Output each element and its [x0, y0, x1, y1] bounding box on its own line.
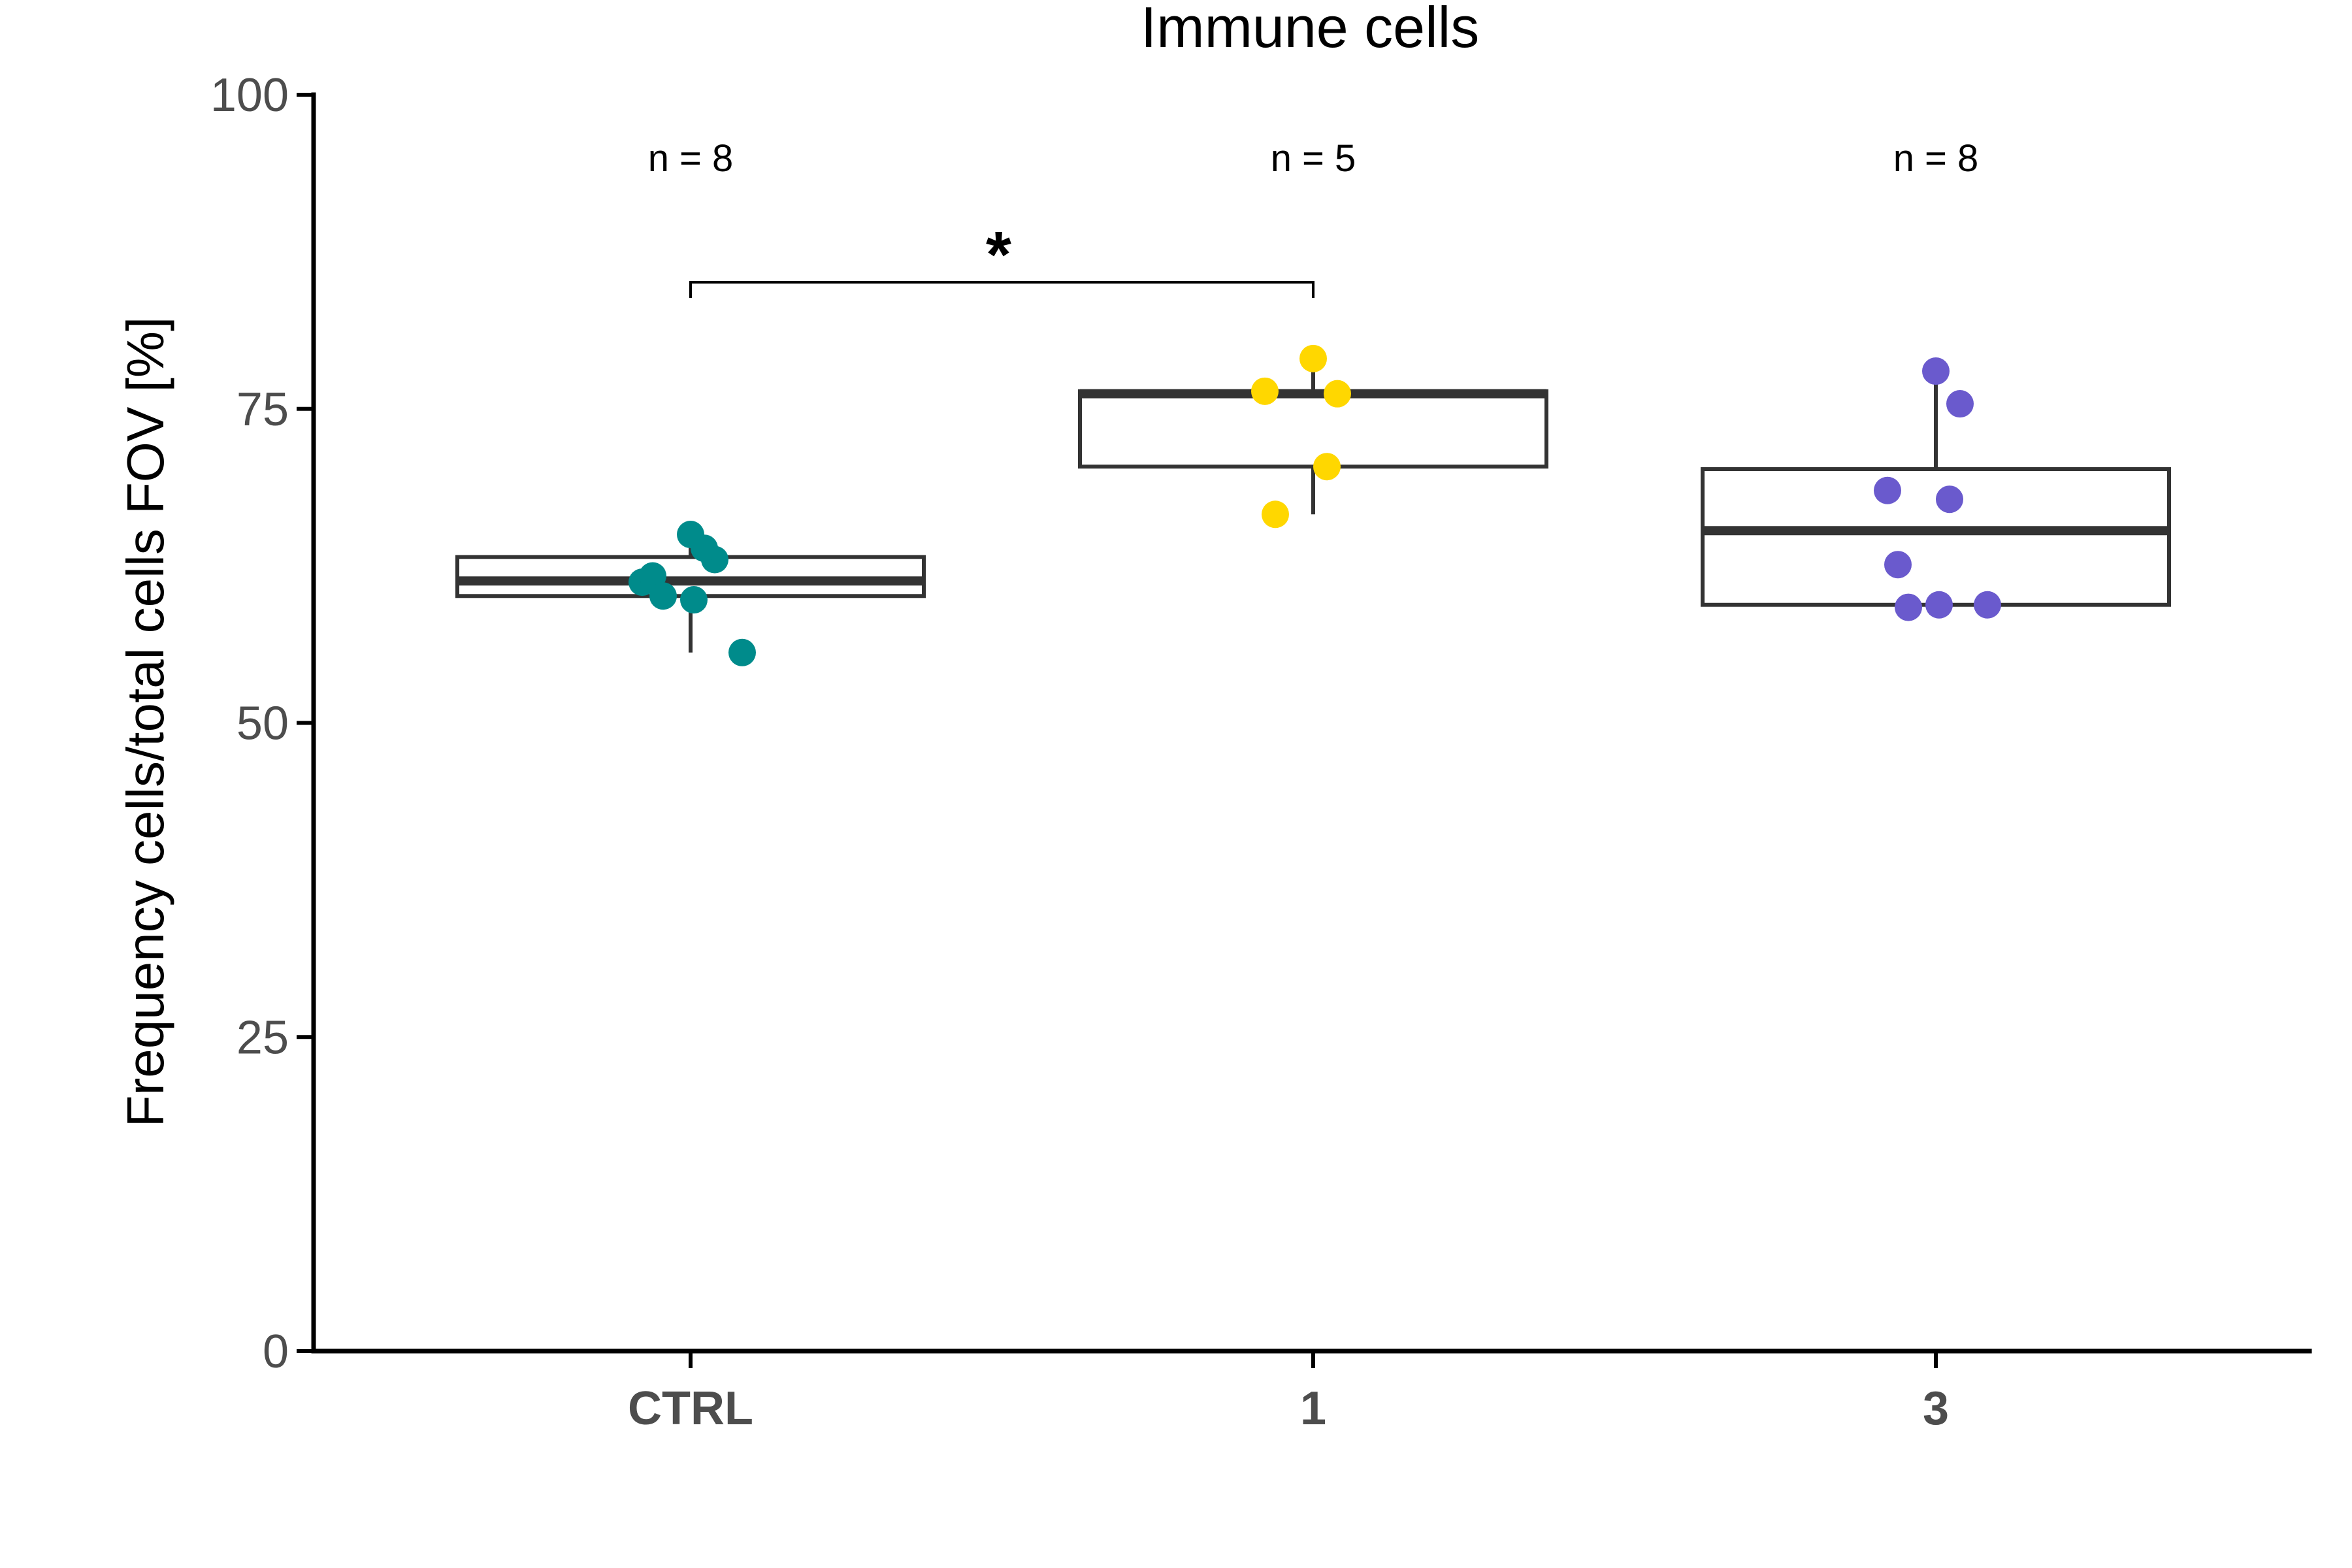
data-point [649, 582, 677, 610]
data-point [1313, 453, 1341, 481]
data-point [1262, 500, 1289, 529]
data-point [639, 562, 666, 590]
data-point [1936, 485, 1963, 514]
data-point [680, 586, 708, 614]
significance-bracket: * [689, 218, 1315, 298]
significance-label: * [986, 218, 1011, 291]
data-point [1946, 390, 1974, 418]
x-tick-label: 3 [1923, 1382, 1949, 1435]
y-tick-label: 100 [210, 69, 289, 122]
box [1078, 389, 1548, 469]
y-tick-label: 75 [237, 384, 289, 436]
n-label: n = 8 [1893, 137, 1979, 180]
y-tick-label: 0 [263, 1326, 289, 1378]
y-tick-label: 50 [237, 698, 289, 750]
bracket-line [689, 281, 1315, 298]
n-label: n = 5 [1271, 137, 1356, 180]
data-point [1974, 591, 2001, 619]
y-tick-label: 25 [237, 1011, 289, 1064]
box [1701, 467, 2171, 607]
n-label: n = 8 [648, 137, 734, 180]
x-tick-label: 1 [1300, 1382, 1326, 1435]
data-point [1922, 357, 1950, 385]
boxplot-group [1701, 357, 2171, 621]
data-point [1895, 593, 1922, 621]
plot-area: 0 25 50 75 100 CTRL 1 3 n = 8 n = 5 n = 8 * [210, 69, 2312, 1435]
data-point [691, 534, 718, 563]
data-point [728, 638, 756, 666]
data-point [1884, 551, 1912, 579]
data-point [1925, 591, 1953, 619]
chart-title: Immune cells [1141, 0, 1479, 59]
data-point [1299, 344, 1327, 372]
data-point [1874, 476, 1901, 504]
boxplot-group [1078, 344, 1548, 529]
y-axis-label: Frequency cells/total cells FOV [%] [116, 317, 174, 1127]
x-tick-label: CTRL [628, 1382, 753, 1435]
data-point [1251, 377, 1279, 405]
boxplot-group [455, 521, 926, 666]
data-point [1324, 380, 1351, 408]
